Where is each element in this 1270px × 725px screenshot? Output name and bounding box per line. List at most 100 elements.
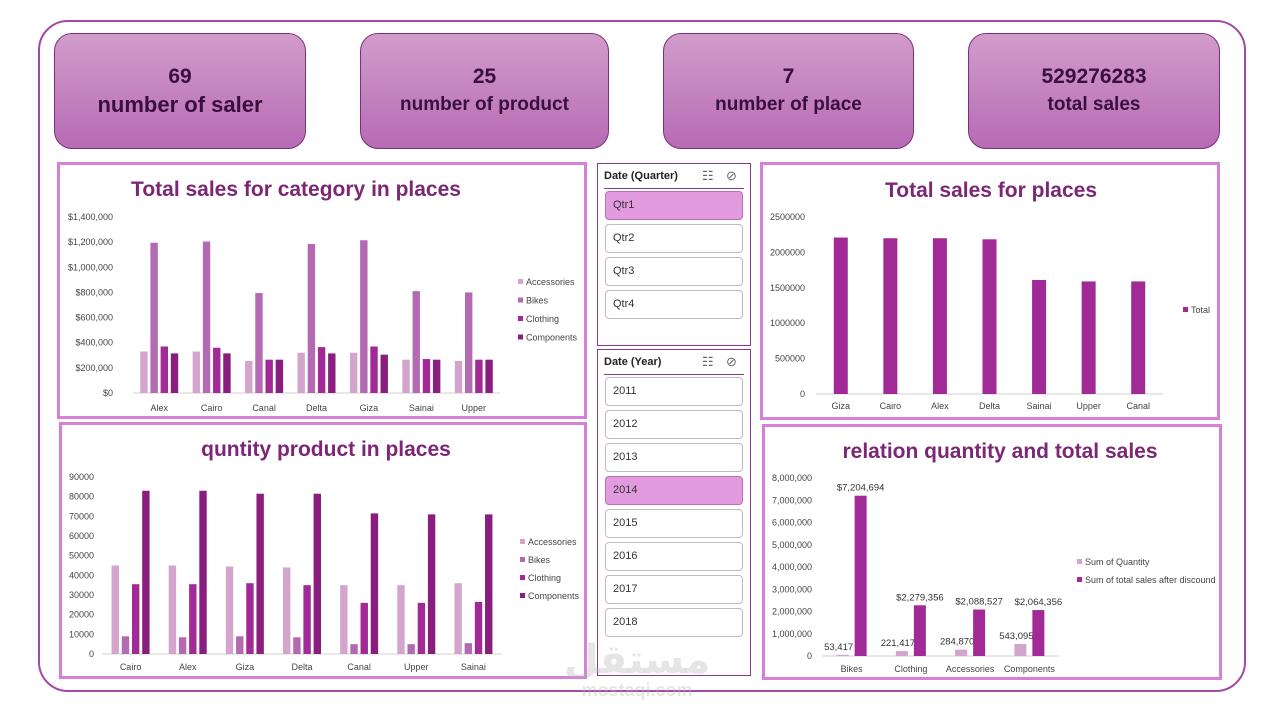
- bar-accessories: [283, 567, 291, 654]
- slicer-title: Date (Quarter): [604, 170, 678, 182]
- chart-sales-places: Total sales for places 0 500000 1000000 1500…: [770, 179, 1210, 411]
- y-tick-label: 5,000,000: [772, 540, 812, 550]
- slicer-item-2011[interactable]: 2011: [605, 377, 743, 406]
- x-tick-label: Clothing: [894, 664, 927, 674]
- slicer-item-qtr4[interactable]: Qtr4: [605, 290, 743, 319]
- x-tick-label: Canal: [252, 403, 276, 413]
- bar-accessories: [225, 566, 234, 654]
- y-tick-label: $600,000: [75, 313, 113, 323]
- slicer-divider: [604, 374, 744, 375]
- x-tick-label: Upper: [1076, 401, 1101, 411]
- x-tick-label: Delta: [291, 662, 312, 672]
- bar-accessories: [297, 352, 305, 393]
- y-tick-label: 20000: [69, 610, 94, 620]
- bar-components: [275, 359, 284, 393]
- bar-components: [427, 514, 436, 654]
- slicer-item-qtr2[interactable]: Qtr2: [605, 224, 743, 253]
- bar-bikes: [202, 241, 211, 393]
- legend-swatch: [520, 557, 525, 562]
- legend-label: Clothing: [526, 314, 559, 324]
- kpi-label: total sales: [1047, 94, 1141, 115]
- slicer-item-2016[interactable]: 2016: [605, 542, 743, 571]
- clear-filter-icon[interactable]: ⊘: [726, 168, 737, 183]
- legend-label: Accessories: [526, 277, 575, 287]
- clear-filter-icon[interactable]: ⊘: [726, 354, 737, 369]
- bar-total: [1032, 280, 1047, 394]
- chart-title: Total sales for category in places: [131, 178, 461, 201]
- bar-total: [1081, 281, 1096, 394]
- slicer-item-2017[interactable]: 2017: [605, 575, 743, 604]
- x-tick-label: Upper: [462, 403, 487, 413]
- data-label: 543,095: [999, 631, 1033, 642]
- legend-label: Bikes: [528, 555, 551, 565]
- x-tick-label: Cairo: [880, 401, 902, 411]
- bar-bikes: [464, 292, 473, 393]
- bar-components: [328, 353, 336, 393]
- y-tick-label: $200,000: [75, 363, 113, 373]
- x-tick-label: Delta: [306, 403, 327, 413]
- kpi-label: number of saler: [97, 92, 263, 117]
- multi-select-icon[interactable]: ☷: [702, 168, 714, 183]
- bar-sum-of-quantity: [955, 649, 968, 656]
- bar-total: [833, 237, 848, 394]
- bar-clothing: [417, 602, 426, 654]
- bar-bikes: [350, 644, 358, 654]
- y-tick-label: 70000: [69, 511, 94, 521]
- bar-clothing: [475, 359, 483, 393]
- slicer-item-2012[interactable]: 2012: [605, 410, 743, 439]
- y-tick-label: 2,000,000: [772, 607, 812, 617]
- slicer-item-2013[interactable]: 2013: [605, 443, 743, 472]
- data-label: 284,870: [940, 637, 974, 648]
- y-tick-label: $0: [103, 388, 113, 398]
- slicer-item-2018[interactable]: 2018: [605, 608, 743, 637]
- slicer-item-qtr3[interactable]: Qtr3: [605, 257, 743, 286]
- kpi-card-salers: 69 number of saler: [54, 33, 306, 149]
- kpi-value: 25: [472, 65, 497, 88]
- bar-bikes: [360, 240, 368, 393]
- y-tick-label: 2500000: [770, 212, 805, 222]
- data-label: 53,417: [824, 642, 853, 653]
- bar-clothing: [360, 602, 368, 654]
- multi-select-icon[interactable]: ☷: [702, 354, 714, 369]
- y-tick-label: 40000: [69, 570, 94, 580]
- y-tick-label: 7,000,000: [772, 495, 812, 505]
- bar-components: [313, 493, 321, 654]
- bar-accessories: [340, 585, 348, 654]
- y-tick-label: 0: [89, 649, 94, 659]
- y-tick-label: $1,200,000: [68, 237, 113, 247]
- chart-title: relation quantity and total sales: [842, 440, 1157, 463]
- bar-sum-of-quantity: [1014, 643, 1027, 656]
- bar-accessories: [168, 565, 177, 654]
- kpi-label: number of place: [715, 94, 862, 115]
- slicer-quarter: Date (Quarter) ☷ ⊘ Qtr1 Qtr2 Qtr3 Qtr4: [597, 163, 751, 346]
- bar-accessories: [454, 360, 463, 393]
- y-tick-label: 0: [800, 389, 805, 399]
- kpi-value: 69: [168, 65, 192, 88]
- bar-components: [380, 354, 388, 393]
- legend-swatch: [518, 334, 523, 340]
- x-tick-label: Bikes: [841, 664, 864, 674]
- slicer-item-2015[interactable]: 2015: [605, 509, 743, 538]
- y-tick-label: 10000: [69, 629, 94, 639]
- legend-swatch: [520, 575, 525, 580]
- chart-quantity-places: quntity product in places 0 10000 20000 3000…: [69, 438, 580, 672]
- x-tick-label: Giza: [236, 662, 255, 672]
- y-tick-label: 1,000,000: [772, 629, 812, 639]
- legend-label: Total: [1191, 305, 1210, 315]
- slicer-item-2014[interactable]: 2014: [605, 476, 743, 505]
- legend-swatch: [520, 593, 525, 598]
- slicer-item-qtr1[interactable]: Qtr1: [605, 191, 743, 220]
- x-tick-label: Giza: [360, 403, 379, 413]
- bar-accessories: [140, 351, 148, 393]
- bar-bikes: [407, 644, 415, 654]
- kpi-label: number of product: [400, 94, 569, 115]
- bar-accessories: [402, 359, 410, 393]
- dashboard-frame: [38, 20, 1246, 692]
- bar-accessories: [192, 351, 201, 393]
- bar-components: [485, 359, 493, 393]
- bar-accessories: [245, 360, 253, 393]
- bar-bikes: [236, 636, 244, 654]
- y-tick-label: 1500000: [770, 283, 805, 293]
- data-label: 221,417: [881, 638, 915, 649]
- y-tick-label: 4,000,000: [772, 562, 812, 572]
